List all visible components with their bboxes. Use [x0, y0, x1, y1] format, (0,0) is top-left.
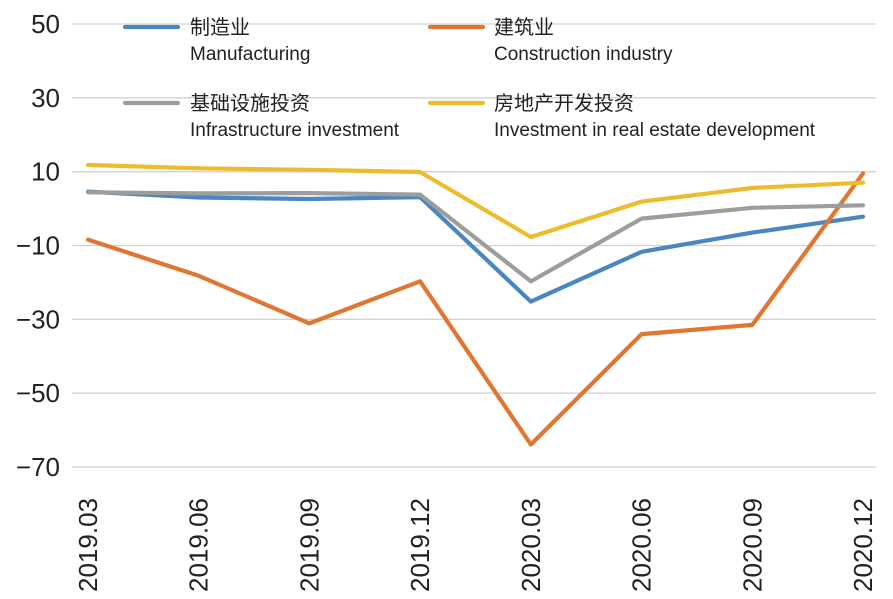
x-tick-label: 2019.12 [405, 498, 435, 592]
x-tick-label: 2020.12 [848, 498, 878, 592]
series-line-infrastructure-investment [85, 190, 866, 284]
y-tick-label: 50 [31, 9, 60, 39]
x-tick-label: 2020.06 [627, 498, 657, 592]
legend-label-real-estate-en: Investment in real estate development [494, 120, 816, 141]
legend-entry-construction: 建筑业 Construction industry [427, 15, 673, 65]
y-axis-tick-labels: 50 30 10 −10 −30 −50 −70 [16, 9, 60, 482]
legend-entry-infrastructure: 基础设施投资 Infrastructure investment [122, 91, 400, 141]
x-tick-label: 2019.03 [73, 498, 103, 592]
x-tick-label: 2020.09 [737, 498, 767, 592]
legend-label-manufacturing-en: Manufacturing [190, 44, 310, 65]
legend-entry-manufacturing: 制造业 Manufacturing [122, 15, 310, 65]
gridlines [72, 23, 876, 468]
legend-entry-real-estate: 房地产开发投资 Investment in real estate develo… [427, 91, 816, 141]
series-line-manufacturing [85, 189, 866, 304]
x-axis-tick-labels: 2019.03 2019.06 2019.09 2019.12 2020.03 2020.… [73, 498, 878, 592]
y-tick-label: −50 [16, 378, 60, 408]
legend-label-manufacturing-cn: 制造业 [190, 15, 250, 39]
y-tick-label: −70 [16, 452, 60, 482]
legend-label-real-estate-cn: 房地产开发投资 [494, 91, 634, 115]
series-line-construction-industry [85, 171, 866, 447]
legend: 制造业 Manufacturing 建筑业 Construction indus… [122, 15, 816, 141]
x-tick-label: 2020.03 [516, 498, 546, 592]
x-tick-label: 2019.06 [184, 498, 214, 592]
y-tick-label: 10 [31, 157, 60, 187]
legend-label-construction-cn: 建筑业 [494, 15, 554, 39]
x-tick-label: 2019.09 [294, 498, 324, 592]
legend-label-infrastructure-en: Infrastructure investment [190, 120, 400, 141]
series-lines [85, 162, 866, 447]
legend-label-construction-en: Construction industry [494, 44, 673, 65]
series-line-investment-in-real-estate-development [85, 162, 866, 240]
legend-label-infrastructure-cn: 基础设施投资 [190, 91, 310, 115]
y-tick-label: −30 [16, 304, 60, 334]
y-tick-label: −10 [16, 231, 60, 261]
y-tick-label: 30 [31, 83, 60, 113]
